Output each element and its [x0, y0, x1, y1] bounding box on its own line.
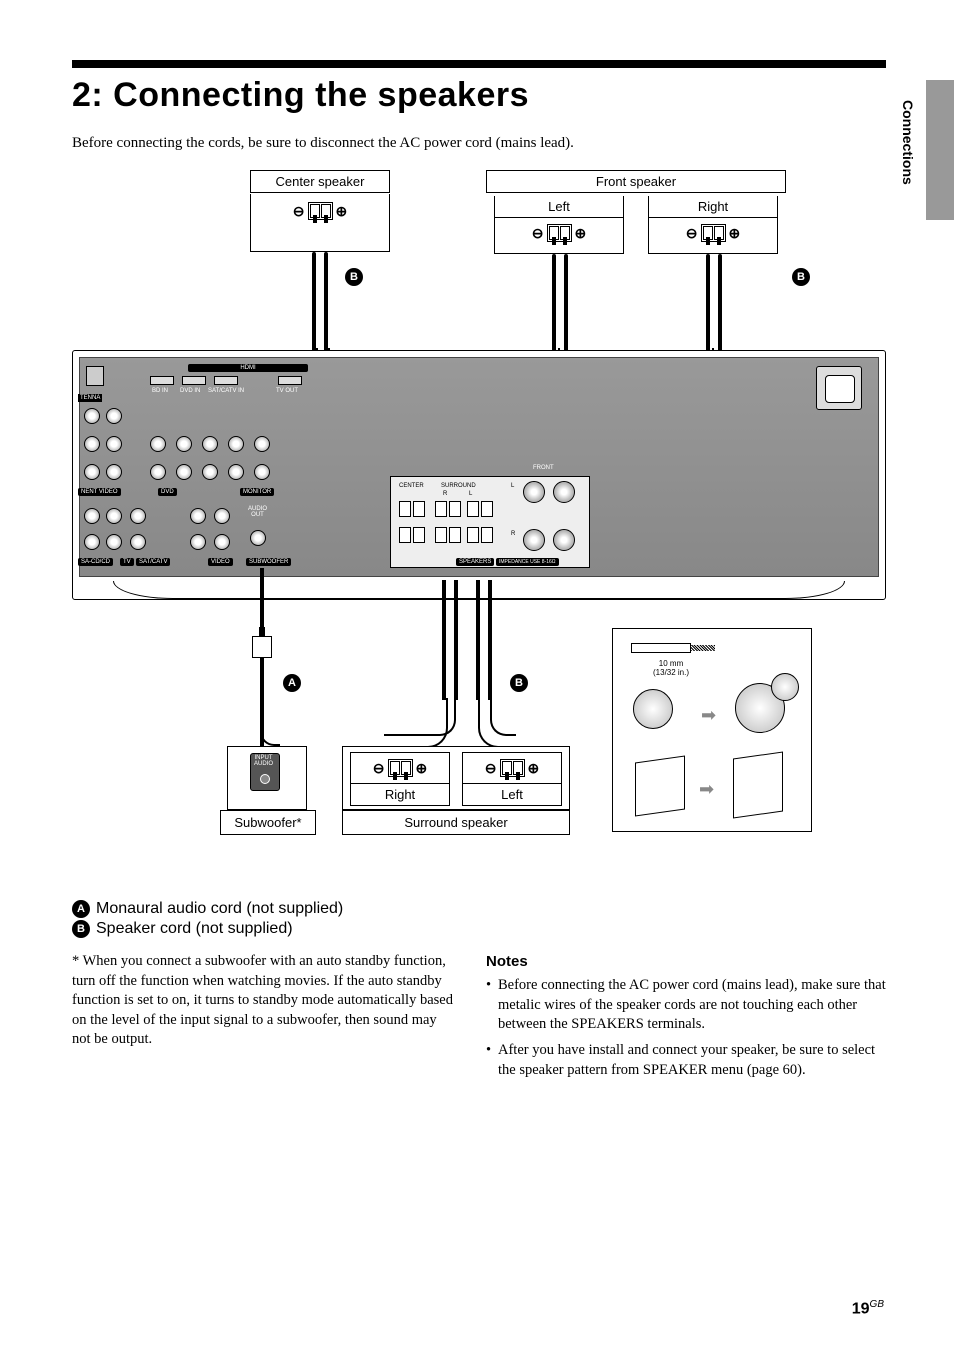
polarity-plus-icon: ⊕ [729, 225, 741, 242]
subwoofer-footnote: * When you connect a subwoofer with an a… [72, 952, 456, 1086]
front-right-box: ⊖ ⊕ [648, 218, 778, 254]
surround-left-label: Left [462, 784, 562, 806]
intro-text: Before connecting the cords, be sure to … [72, 135, 886, 152]
note-item: After you have install and connect your … [486, 1041, 886, 1080]
surround-right-terminals: ⊖⊕ [350, 752, 450, 784]
polarity-plus-icon: ⊕ [575, 225, 587, 242]
hdmi-label: HDMI [188, 364, 308, 372]
antenna-label: TENNA [78, 394, 102, 402]
speakers-label: SPEAKERS [456, 558, 494, 566]
badge-b: B [72, 920, 90, 938]
surround-left-terminals: ⊖⊕ [462, 752, 562, 784]
notes-section: Notes Before connecting the AC power cor… [486, 952, 886, 1086]
note-item: Before connecting the AC power cord (mai… [486, 976, 886, 1035]
center-speaker-label: Center speaker [250, 170, 390, 193]
polarity-minus-icon: ⊖ [293, 203, 305, 220]
legend-a-text: Monaural audio cord (not supplied) [96, 900, 343, 918]
tv-label: TV [120, 558, 134, 566]
wire-strip-detail: 10 mm (13/32 in.) ➡ ➡ [612, 628, 812, 832]
receiver-inner: HDMI BD IN DVD IN SAT/CATV IN TV OUT TEN… [79, 357, 879, 577]
sacd-label: SA-CD/CD [78, 558, 113, 566]
polarity-minus-icon: ⊖ [686, 225, 698, 242]
video-label: VIDEO [208, 558, 233, 566]
dmport-icon [86, 366, 104, 386]
speaker-terminal-panel: CENTER SURROUND R L FRONT L R [390, 476, 590, 568]
legend: A Monaural audio cord (not supplied) B S… [72, 900, 886, 938]
subwoofer-label: SUBWOOFER [246, 558, 291, 566]
front-speaker-label: Front speaker [486, 170, 786, 193]
page-heading: 2: Connecting the speakers [72, 76, 886, 115]
arrow-icon: ➡ [699, 779, 714, 800]
polarity-plus-icon: ⊕ [336, 203, 348, 220]
center-speaker-box: ⊖ ⊕ [250, 194, 390, 252]
arrow-icon: ➡ [701, 705, 716, 726]
wire-length-label: 10 mm (13/32 in.) [653, 659, 689, 677]
center-terminals: ⊖ ⊕ [251, 202, 389, 220]
receiver-rear-panel: HDMI BD IN DVD IN SAT/CATV IN TV OUT TEN… [72, 350, 886, 600]
bottom-columns: * When you connect a subwoofer with an a… [72, 952, 886, 1086]
page-number: 19GB [852, 1299, 884, 1318]
front-left-label: Left [494, 196, 624, 218]
badge-b: B [345, 268, 363, 286]
monitor-label: MONITOR [240, 488, 274, 496]
badge-a: A [283, 674, 301, 692]
rca-plug-icon [252, 636, 272, 658]
legend-b-text: Speaker cord (not supplied) [96, 920, 293, 938]
ac-inlet-icon [816, 366, 862, 410]
badge-b: B [792, 268, 810, 286]
connection-diagram: Center speaker Front speaker Left Right … [72, 170, 886, 890]
component-video-label: NENT VIDEO [78, 488, 121, 496]
polarity-minus-icon: ⊖ [532, 225, 544, 242]
badge-a: A [72, 900, 90, 918]
surround-speaker-label: Surround speaker [342, 810, 570, 835]
page-content: 2: Connecting the speakers Before connec… [0, 0, 954, 1352]
dvd-label: DVD [158, 488, 177, 496]
heading-rule [72, 60, 886, 68]
front-left-box: ⊖ ⊕ [494, 218, 624, 254]
satcatv-label: SAT/CATV [136, 558, 170, 566]
notes-heading: Notes [486, 952, 886, 972]
front-right-label: Right [648, 196, 778, 218]
badge-b: B [510, 674, 528, 692]
subwoofer-box: INPUT AUDIO [227, 746, 307, 810]
surround-right-label: Right [350, 784, 450, 806]
subwoofer-label-box: Subwoofer* [220, 810, 316, 835]
impedance-label: IMPEDANCE USE 8-16Ω [496, 558, 559, 566]
